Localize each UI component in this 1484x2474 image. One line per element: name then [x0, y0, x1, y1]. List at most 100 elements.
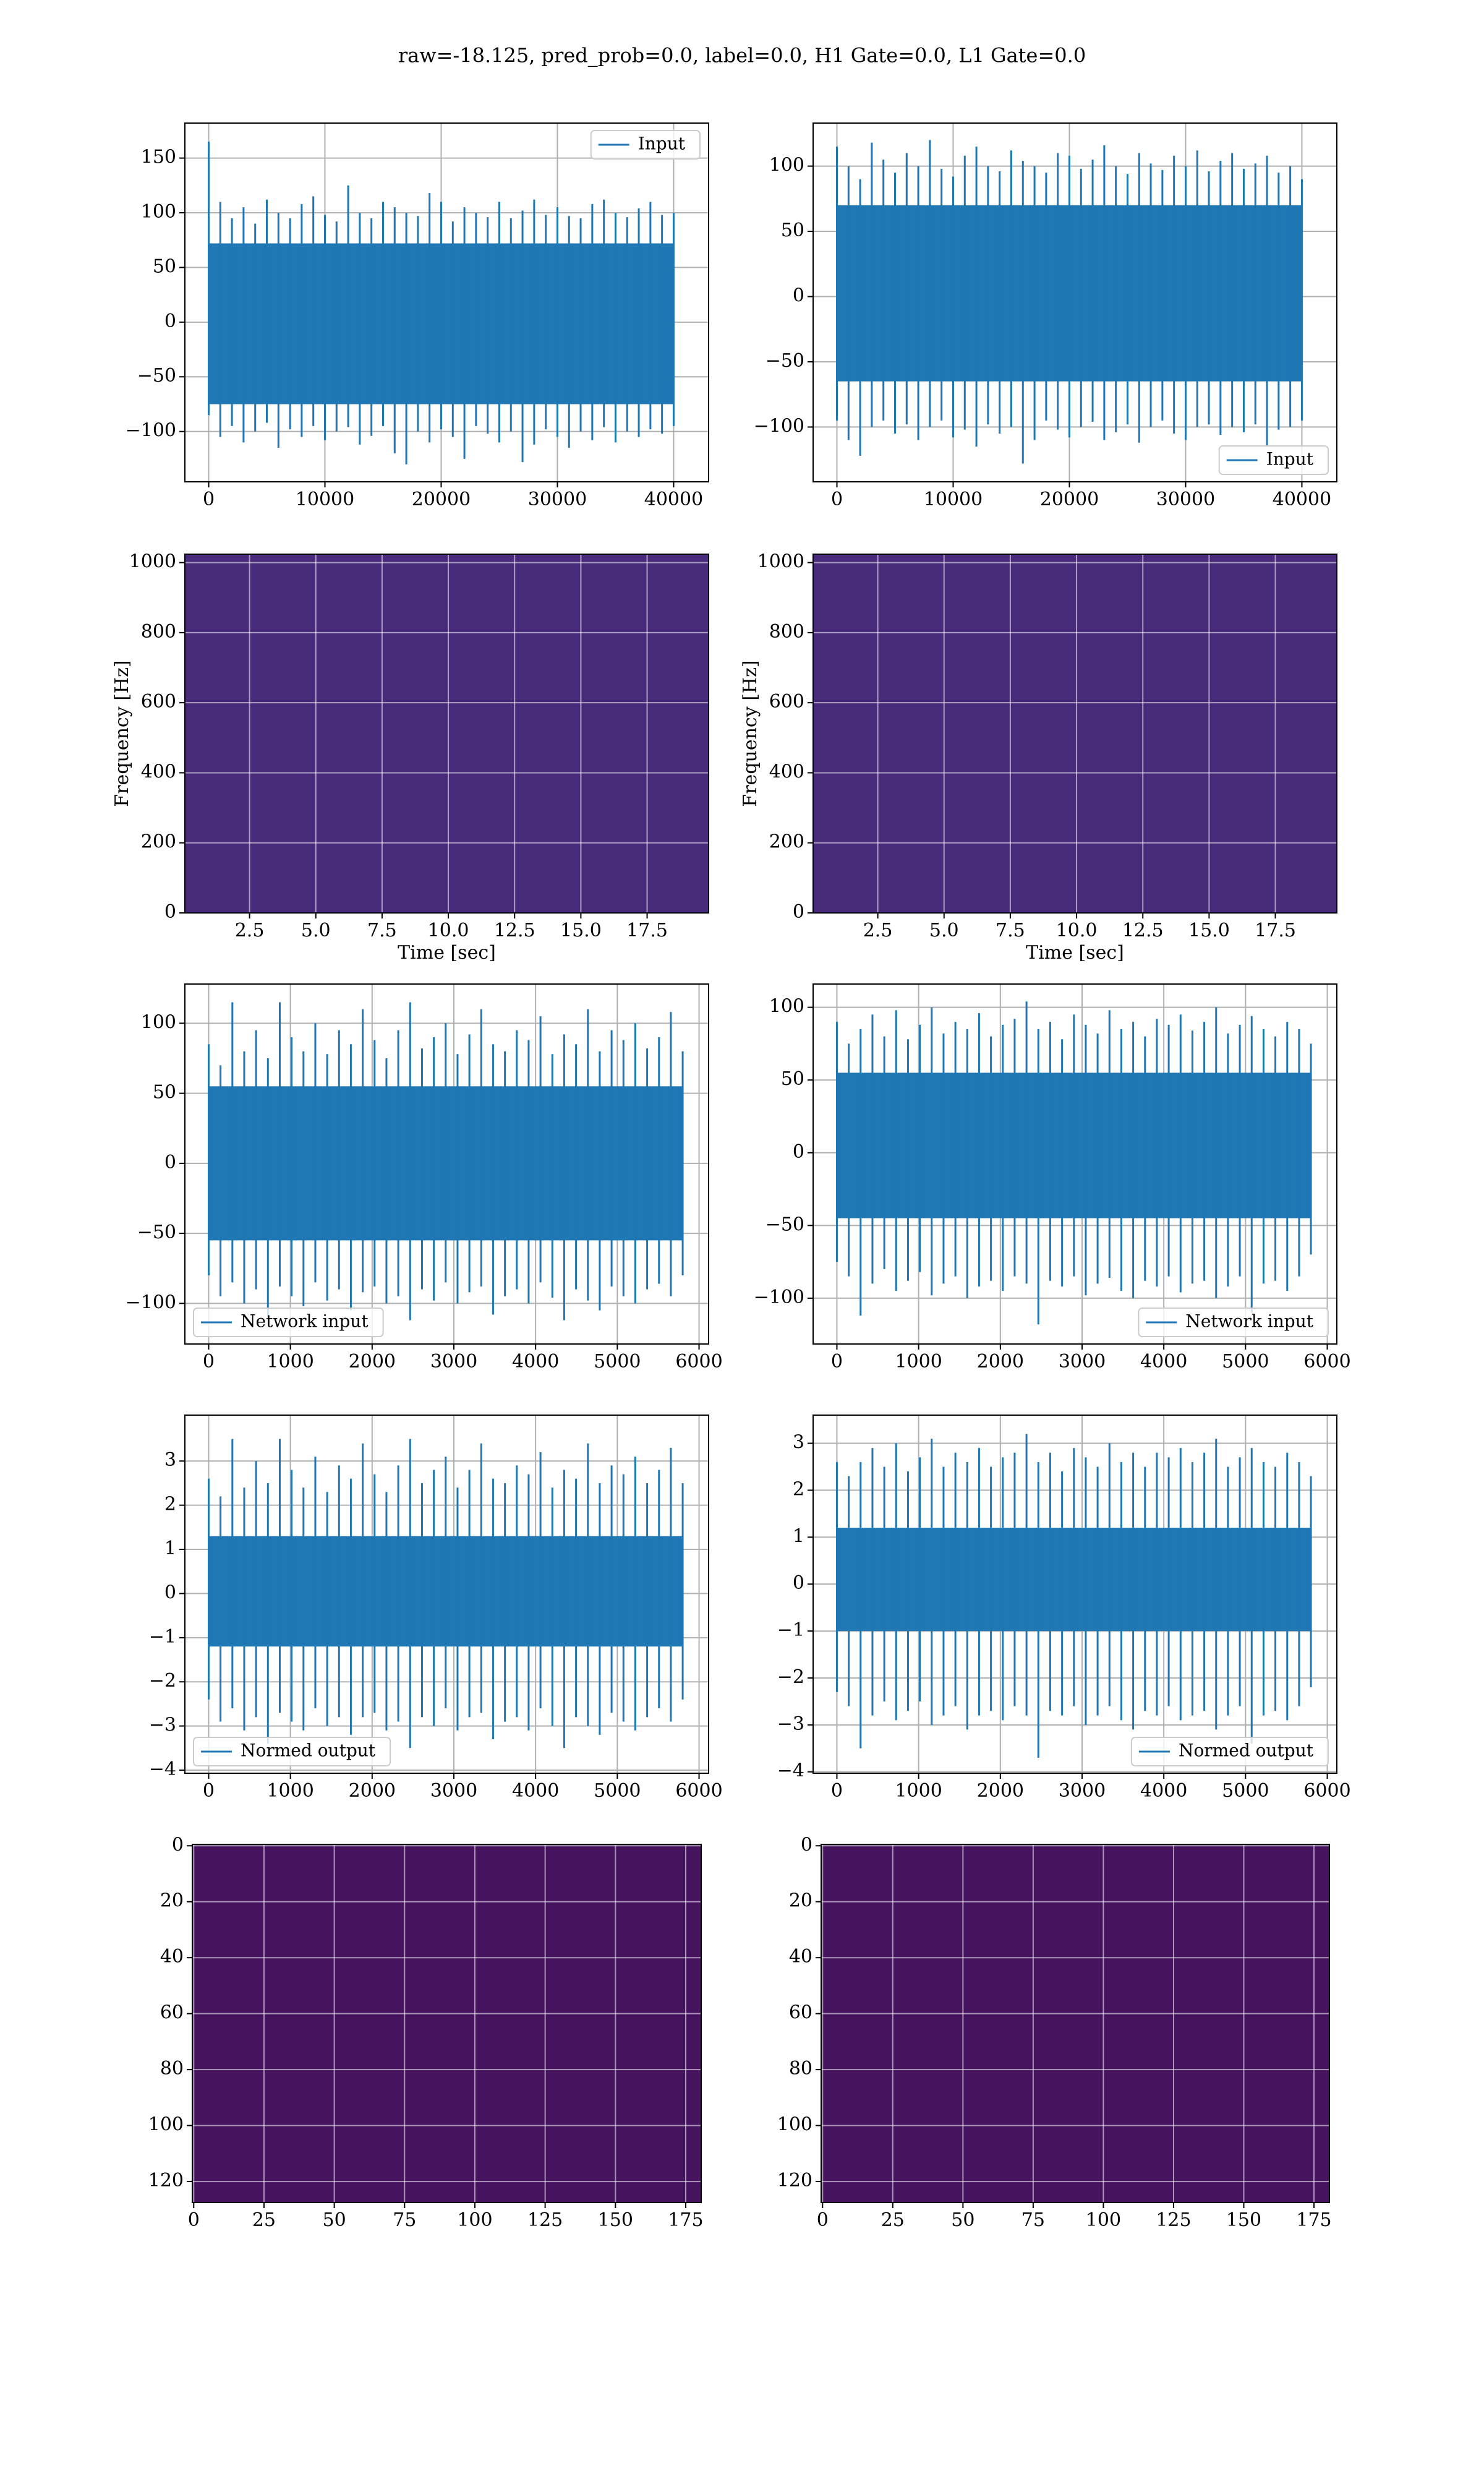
legend-label: Input	[1266, 449, 1314, 469]
y-tick-label: 600	[141, 691, 176, 713]
legend-box	[1218, 445, 1329, 475]
x-tick-label: 5000	[1222, 1780, 1269, 1802]
y-tick-label: 0	[164, 901, 176, 923]
legend: Input	[1218, 445, 1329, 475]
axes-frame	[812, 1415, 1337, 1774]
y-tick-label: 1	[164, 1538, 176, 1559]
y-tick-label: 0	[172, 1834, 184, 1856]
axes-frame	[812, 122, 1337, 482]
axes-frame	[192, 1844, 702, 2203]
x-tick-label: 40000	[1273, 489, 1331, 510]
axes-frame	[184, 122, 709, 482]
x-tick-label: 125	[527, 2209, 563, 2231]
x-tick-label: 2.5	[235, 920, 265, 941]
y-tick-label: 40	[160, 1946, 184, 1967]
x-tick-label: 30000	[528, 489, 587, 510]
y-tick-label: 0	[793, 1141, 804, 1163]
x-tick-label: 7.5	[367, 920, 397, 941]
y-axis-label: Frequency [Hz]	[740, 660, 761, 807]
y-tick-label: 0	[793, 285, 804, 307]
x-tick-label: 5.0	[929, 920, 959, 941]
x-tick-label: 0	[831, 1351, 843, 1372]
x-tick-label: 17.5	[626, 920, 668, 941]
x-tick-label: 1000	[895, 1780, 942, 1802]
x-axis-label: Time [sec]	[398, 942, 496, 964]
y-tick-label: −100	[754, 415, 804, 437]
y-tick-label: 50	[781, 1068, 804, 1090]
x-tick-label: 15.0	[1188, 920, 1230, 941]
x-tick-label: 0	[831, 489, 843, 510]
x-tick-label: 5.0	[301, 920, 331, 941]
y-tick-label: −50	[137, 1222, 176, 1243]
legend-label: Network input	[241, 1311, 369, 1332]
x-tick-label: 5000	[594, 1351, 641, 1372]
y-tick-label: 100	[777, 2114, 812, 2136]
y-tick-label: 80	[789, 2058, 812, 2079]
x-tick-label: 3000	[1059, 1351, 1106, 1372]
y-tick-label: −100	[126, 420, 176, 442]
y-tick-label: 50	[781, 220, 804, 241]
x-tick-label: 0	[188, 2209, 200, 2231]
y-tick-label: 0	[793, 901, 804, 923]
axes-frame	[812, 983, 1337, 1345]
x-tick-label: 3000	[430, 1780, 477, 1802]
y-tick-label: 50	[153, 255, 176, 277]
x-tick-label: 2.5	[863, 920, 893, 941]
y-tick-label: 800	[141, 621, 176, 643]
x-tick-label: 125	[1156, 2209, 1191, 2231]
y-tick-label: 20	[789, 1890, 812, 1912]
x-tick-label: 0	[203, 1780, 215, 1802]
y-tick-label: 3	[164, 1449, 176, 1471]
figure-title: raw=-18.125, pred_prob=0.0, label=0.0, H…	[398, 44, 1086, 67]
y-tick-label: −50	[765, 1213, 804, 1235]
x-tick-label: 150	[1226, 2209, 1261, 2231]
x-tick-label: 4000	[512, 1351, 559, 1372]
y-tick-label: 150	[141, 147, 176, 168]
y-tick-label: 2	[164, 1494, 176, 1515]
legend-label: Input	[638, 134, 686, 154]
x-tick-label: 25	[252, 2209, 276, 2231]
y-tick-label: 2	[793, 1478, 804, 1500]
y-tick-label: 120	[148, 2170, 184, 2191]
x-tick-label: 6000	[1303, 1351, 1350, 1372]
legend-box	[193, 1737, 391, 1766]
y-tick-label: 40	[789, 1946, 812, 1967]
x-tick-label: 10000	[296, 489, 354, 510]
y-tick-label: 600	[769, 691, 804, 713]
x-tick-label: 75	[1021, 2209, 1045, 2231]
x-tick-label: 0	[831, 1780, 843, 1802]
x-tick-label: 10.0	[428, 920, 469, 941]
y-tick-label: 400	[769, 761, 804, 782]
x-tick-label: 20000	[1040, 489, 1099, 510]
x-tick-label: 75	[393, 2209, 416, 2231]
y-tick-label: −3	[777, 1713, 804, 1735]
y-tick-label: 200	[769, 831, 804, 853]
x-tick-label: 150	[598, 2209, 633, 2231]
legend-label: Normed output	[241, 1740, 376, 1761]
y-tick-label: 80	[160, 2058, 184, 2079]
spectrogram-image	[185, 554, 709, 913]
y-tick-label: 0	[164, 1152, 176, 1173]
y-tick-label: 0	[164, 1582, 176, 1603]
legend: Normed output	[1130, 1737, 1329, 1766]
y-tick-label: 100	[148, 2114, 184, 2136]
y-tick-label: −1	[149, 1626, 176, 1648]
x-tick-label: 2000	[349, 1351, 396, 1372]
x-tick-label: 1000	[895, 1351, 942, 1372]
y-tick-label: 0	[793, 1572, 804, 1594]
x-tick-label: 3000	[430, 1351, 477, 1372]
x-tick-label: 2000	[977, 1351, 1024, 1372]
y-tick-label: 1000	[757, 551, 804, 573]
axes-frame	[821, 1844, 1330, 2203]
y-tick-label: −50	[137, 365, 176, 387]
x-tick-label: 175	[668, 2209, 703, 2231]
x-tick-label: 6000	[675, 1351, 722, 1372]
y-tick-label: 0	[164, 310, 176, 332]
y-tick-label: 50	[153, 1082, 176, 1103]
spectrogram-image	[813, 554, 1337, 913]
x-tick-label: 20000	[412, 489, 471, 510]
x-tick-label: 12.5	[1122, 920, 1164, 941]
y-axis-label: Frequency [Hz]	[111, 660, 133, 807]
